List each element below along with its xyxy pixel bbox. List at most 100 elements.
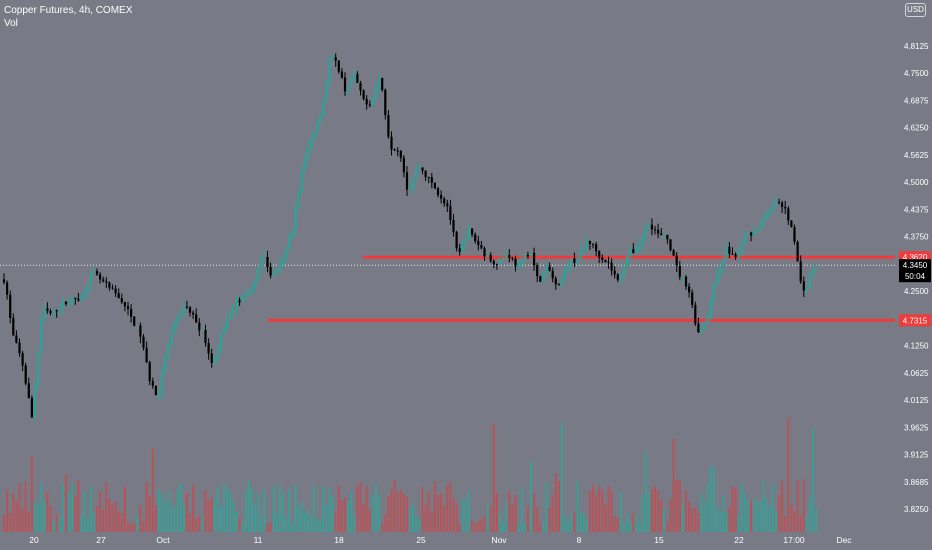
volume-bar [604, 504, 607, 532]
time-tick-label: 11 [254, 535, 263, 545]
time-tick-label: 17:00 [783, 535, 805, 545]
candle-body [142, 336, 145, 348]
candle-body [657, 229, 660, 234]
candle-body [30, 398, 33, 417]
candle-body [480, 245, 483, 249]
candle-body [641, 236, 644, 246]
candle-body [567, 265, 570, 269]
volume-bar [52, 520, 55, 532]
candle-body [145, 347, 148, 363]
price-tick-label: 4.3750 [904, 233, 929, 242]
candle-body [322, 100, 325, 117]
volume-bar [684, 490, 688, 532]
volume-bar [762, 480, 765, 532]
volume-bar [545, 481, 548, 532]
candle-body [297, 192, 300, 208]
volume-bar [254, 504, 257, 532]
candle-body [285, 247, 288, 258]
volume-bar [678, 479, 681, 532]
candle-body [123, 302, 126, 307]
candle-body [281, 257, 285, 264]
candle-body [390, 136, 393, 150]
candle-body [508, 255, 511, 258]
volume-bar [105, 482, 108, 532]
candle-body [740, 245, 743, 252]
volume-bar [37, 504, 40, 532]
volume-bar [288, 488, 291, 532]
volume-bar [446, 485, 449, 532]
volume-bar [505, 500, 508, 532]
volume-bar [567, 520, 570, 532]
volume-bar [362, 503, 365, 532]
volume-bar [471, 520, 474, 532]
candle-body [700, 328, 703, 333]
candle-body [117, 293, 120, 299]
volume-bar [247, 480, 250, 532]
candle-body [6, 282, 9, 295]
volume-bar [449, 481, 452, 532]
candle-body [235, 300, 238, 311]
candle-body [291, 231, 294, 239]
candle-body [666, 234, 669, 240]
candle-body [80, 294, 83, 301]
volume-bar [703, 501, 706, 532]
level-price-label: 4.3620 [903, 253, 928, 262]
candle-body [728, 246, 731, 254]
volume-bar [334, 510, 337, 532]
candle-body [254, 282, 257, 288]
volume-bar [632, 513, 635, 532]
currency-button[interactable]: USD [905, 3, 926, 17]
volume-bar [353, 514, 356, 532]
candle-body [774, 202, 777, 205]
candle-body [353, 74, 356, 80]
time-tick-label: 27 [96, 535, 106, 545]
volume-bar [384, 514, 387, 532]
candle-body [384, 89, 387, 116]
price-tick-label: 3.9125 [904, 451, 929, 460]
volume-bar [424, 504, 427, 532]
candle-body [89, 272, 92, 286]
candle-body [678, 265, 681, 277]
candle-body [257, 268, 260, 283]
candle-body [409, 188, 412, 190]
volume-bar [560, 423, 564, 532]
candle-body [362, 90, 365, 99]
candle-body [272, 272, 275, 276]
volume-bar [517, 523, 520, 532]
volume-bar [266, 523, 269, 532]
time-tick-label: 8 [577, 535, 582, 545]
candle-body [244, 293, 247, 296]
candle-body [288, 238, 291, 248]
candle-body [498, 260, 502, 266]
candle-body [139, 325, 142, 337]
candle-body [49, 311, 52, 314]
candle-body [570, 258, 573, 266]
candle-body [24, 365, 27, 384]
volume-bar [430, 511, 433, 532]
volume-bar [548, 507, 551, 532]
candle-body [526, 255, 529, 257]
volume-bar [250, 487, 254, 532]
volume-bar [660, 499, 663, 532]
price-tick-label: 4.2500 [904, 287, 929, 296]
volume-bar [210, 497, 213, 532]
volume-bar [709, 465, 712, 532]
volume-bar [464, 499, 467, 532]
candle-body [2, 279, 6, 283]
volume-bar [46, 492, 49, 532]
candle-body [768, 209, 771, 214]
volume-bar [269, 522, 272, 532]
candle-body [461, 242, 464, 252]
candle-body [492, 260, 495, 265]
volume-bar [244, 491, 247, 532]
volume-bar [715, 506, 719, 532]
candle-body [440, 195, 443, 199]
candle-body [15, 335, 18, 343]
candle-body [170, 333, 173, 345]
volume-bar [486, 505, 489, 532]
candle-body [653, 229, 657, 231]
candle-body [688, 286, 691, 293]
candle-body [86, 285, 89, 293]
